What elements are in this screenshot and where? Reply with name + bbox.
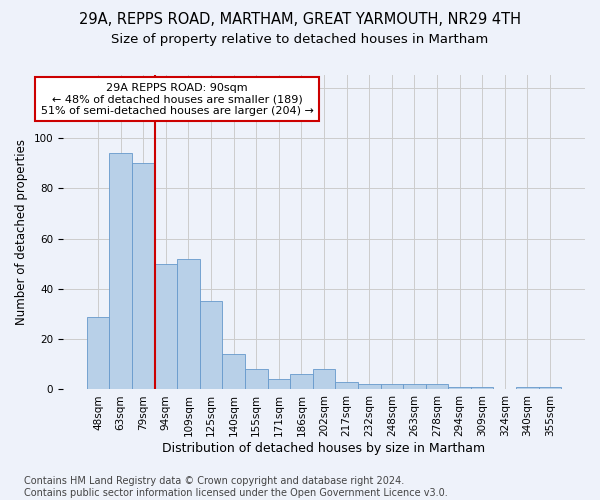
Bar [223, 354, 245, 390]
Bar [335, 382, 358, 390]
Bar [403, 384, 425, 390]
Bar [132, 163, 155, 390]
Bar [539, 387, 561, 390]
Bar [109, 153, 132, 390]
Y-axis label: Number of detached properties: Number of detached properties [15, 139, 28, 325]
Bar [155, 264, 177, 390]
Bar [358, 384, 380, 390]
Bar [425, 384, 448, 390]
Bar [313, 370, 335, 390]
Bar [200, 302, 223, 390]
Bar [380, 384, 403, 390]
Text: Size of property relative to detached houses in Martham: Size of property relative to detached ho… [112, 32, 488, 46]
X-axis label: Distribution of detached houses by size in Martham: Distribution of detached houses by size … [163, 442, 485, 455]
Text: 29A REPPS ROAD: 90sqm
← 48% of detached houses are smaller (189)
51% of semi-det: 29A REPPS ROAD: 90sqm ← 48% of detached … [41, 82, 314, 116]
Bar [268, 380, 290, 390]
Text: 29A, REPPS ROAD, MARTHAM, GREAT YARMOUTH, NR29 4TH: 29A, REPPS ROAD, MARTHAM, GREAT YARMOUTH… [79, 12, 521, 28]
Bar [448, 387, 471, 390]
Bar [290, 374, 313, 390]
Text: Contains HM Land Registry data © Crown copyright and database right 2024.
Contai: Contains HM Land Registry data © Crown c… [24, 476, 448, 498]
Bar [177, 258, 200, 390]
Bar [245, 370, 268, 390]
Bar [516, 387, 539, 390]
Bar [471, 387, 493, 390]
Bar [87, 316, 109, 390]
